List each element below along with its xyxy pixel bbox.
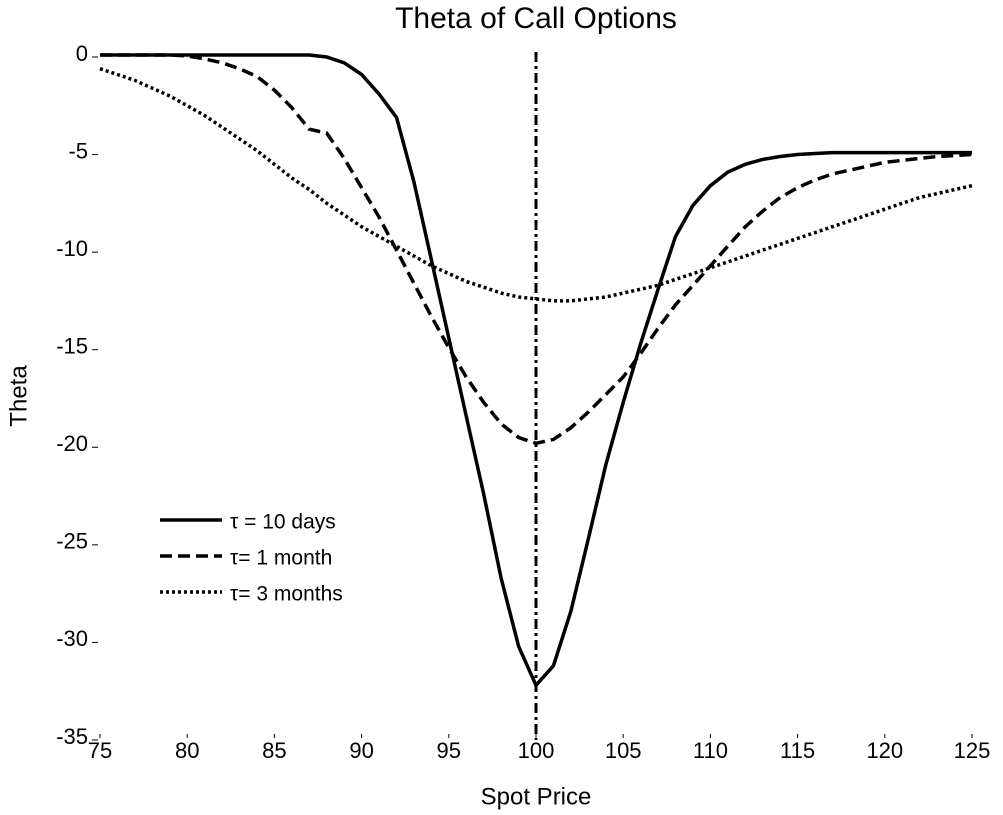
series-line: [100, 53, 973, 446]
chart-title: Theta of Call Options: [395, 2, 677, 35]
y-tick-label: -20: [56, 431, 88, 456]
x-tick-label: 75: [88, 738, 112, 763]
legend-label: τ = 10 days: [230, 511, 336, 534]
y-tick-label: 0: [76, 41, 88, 66]
y-tick-label: -10: [56, 236, 88, 261]
y-tick-label: -30: [56, 626, 88, 651]
x-tick-label: 80: [175, 738, 199, 763]
y-axis-label: Theta: [5, 365, 32, 427]
y-tick-label: -15: [56, 334, 88, 359]
y-tick-label: -5: [68, 138, 88, 163]
series-line: [99, 67, 973, 303]
x-tick-label: 125: [954, 738, 991, 763]
legend-label: τ= 3 months: [230, 583, 343, 606]
x-tick-label: 120: [866, 738, 903, 763]
legend-label: τ= 1 month: [230, 547, 332, 570]
y-tick-label: -35: [56, 724, 88, 749]
x-tick-label: 115: [780, 738, 815, 763]
x-tick-label: 105: [605, 738, 642, 763]
y-tick-label: -25: [56, 529, 88, 554]
x-tick-label: 95: [437, 738, 461, 763]
series-line: [100, 53, 972, 689]
x-tick-label: 85: [262, 738, 286, 763]
x-tick-label: 100: [518, 738, 555, 763]
x-axis-label: Spot Price: [481, 783, 592, 810]
x-tick-label: 90: [349, 738, 373, 763]
x-tick-label: 110: [693, 738, 728, 763]
